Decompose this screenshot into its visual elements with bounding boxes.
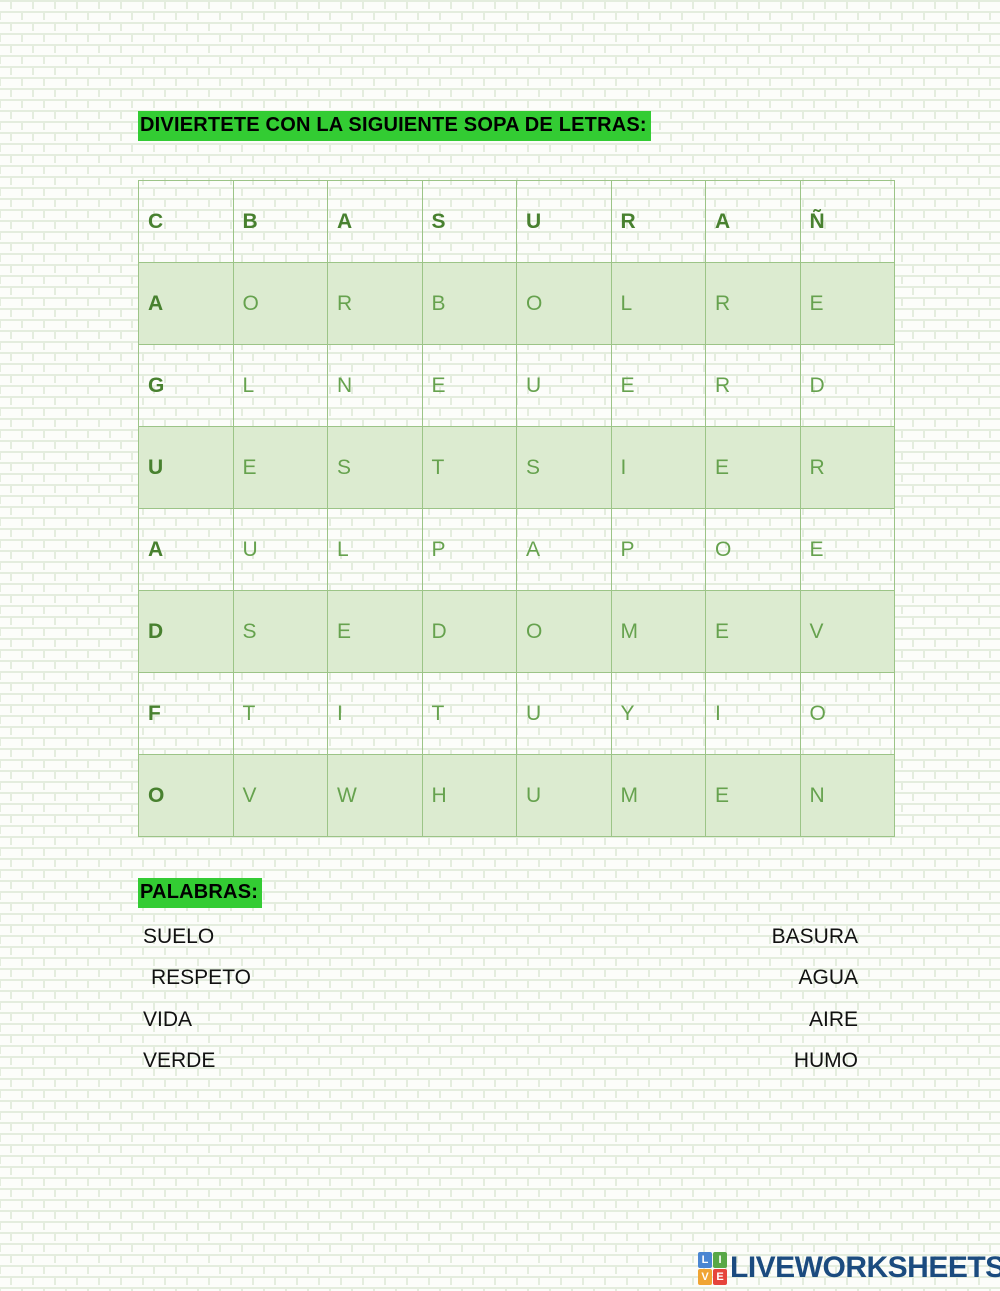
grid-cell[interactable]: E [799,508,895,591]
grid-cell[interactable]: A [327,180,423,263]
grid-cell[interactable]: L [610,262,706,345]
grid-cell[interactable]: T [232,672,328,755]
word-item-right: HUMO [793,1049,858,1073]
grid-cell[interactable]: U [516,180,612,263]
grid-cell[interactable]: T [421,672,517,755]
grid-cell[interactable]: G [138,344,234,427]
grid-cell[interactable]: H [421,754,517,837]
grid-cell[interactable]: N [327,344,423,427]
grid-cell[interactable]: B [232,180,328,263]
grid-cell[interactable]: L [232,344,328,427]
grid-cell[interactable]: S [516,426,612,509]
grid-cell[interactable]: R [610,180,706,263]
grid-cell[interactable]: O [516,590,612,673]
grid-cell[interactable]: C [138,180,234,263]
word-item-left: SUELO [143,924,215,948]
grid-cell[interactable]: D [421,590,517,673]
grid-cell[interactable]: S [232,590,328,673]
grid-cell[interactable]: W [327,754,423,837]
grid-cell[interactable]: U [138,426,234,509]
grid-cell[interactable]: U [232,508,328,591]
grid-cell[interactable]: A [138,508,234,591]
grid-cell[interactable]: N [799,754,895,837]
grid-cell[interactable]: V [799,590,895,673]
grid-cell[interactable]: I [327,672,423,755]
word-item-right: AIRE [808,1007,858,1031]
grid-cell[interactable]: P [421,508,517,591]
word-item-right: AGUA [798,966,858,990]
grid-cell[interactable]: E [799,262,895,345]
logo-tile: L [698,1251,712,1268]
grid-cell[interactable]: O [138,754,234,837]
logo-tile: E [713,1268,727,1285]
word-item-left: VERDE [143,1049,216,1073]
grid-cell[interactable]: R [327,262,423,345]
grid-cell[interactable]: U [516,754,612,837]
word-row: RESPETO AGUA [143,958,858,1000]
grid-cell[interactable]: R [799,426,895,509]
grid-cell[interactable]: F [138,672,234,755]
word-item-right: BASURA [771,924,858,948]
words-heading: PALABRAS: [138,878,263,908]
grid-cell[interactable]: U [516,672,612,755]
grid-cell[interactable]: R [705,344,801,427]
grid-cell[interactable]: O [516,262,612,345]
grid-cell[interactable]: A [705,180,801,263]
word-item-left: VIDA [143,1007,193,1031]
word-row: VERDE HUMO [143,1041,858,1083]
grid-cell[interactable]: E [327,590,423,673]
grid-cell[interactable]: D [138,590,234,673]
word-row: VIDA AIRE [143,999,858,1041]
grid-cell[interactable]: Ñ [799,180,895,263]
grid-cell[interactable]: E [705,426,801,509]
grid-cell[interactable]: M [610,590,706,673]
grid-cell[interactable]: E [421,344,517,427]
word-list: SUELO BASURA RESPETO AGUA VIDA AIRE VERDE HUMO [143,916,858,1082]
grid-cell[interactable]: S [327,426,423,509]
grid-cell[interactable]: T [421,426,517,509]
word-row: SUELO BASURA [143,916,858,958]
grid-cell[interactable]: P [610,508,706,591]
grid-cell[interactable]: E [705,754,801,837]
grid-cell[interactable]: E [610,344,706,427]
grid-cell[interactable]: B [421,262,517,345]
grid-cell[interactable]: S [421,180,517,263]
grid-cell[interactable]: D [799,344,895,427]
grid-cell[interactable]: A [516,508,612,591]
page-title: DIVIERTETE CON LA SIGUIENTE SOPA DE LETR… [138,111,651,141]
grid-cell[interactable]: O [799,672,895,755]
word-item-left: RESPETO [151,966,251,990]
logo-tile: V [698,1268,712,1285]
grid-cell[interactable]: R [705,262,801,345]
grid-cell[interactable]: O [705,508,801,591]
grid-cell[interactable]: V [232,754,328,837]
logo-tile: I [713,1251,727,1268]
grid-cell[interactable]: I [705,672,801,755]
grid-cell[interactable]: U [516,344,612,427]
liveworksheets-logo-text: LIVEWORKSHEETS [730,1251,1000,1284]
grid-cell[interactable]: O [232,262,328,345]
grid-cell[interactable]: E [232,426,328,509]
grid-cell[interactable]: A [138,262,234,345]
grid-cell[interactable]: I [610,426,706,509]
grid-cell[interactable]: E [705,590,801,673]
grid-cell[interactable]: M [610,754,706,837]
grid-cell[interactable]: Y [610,672,706,755]
grid-cell[interactable]: L [327,508,423,591]
